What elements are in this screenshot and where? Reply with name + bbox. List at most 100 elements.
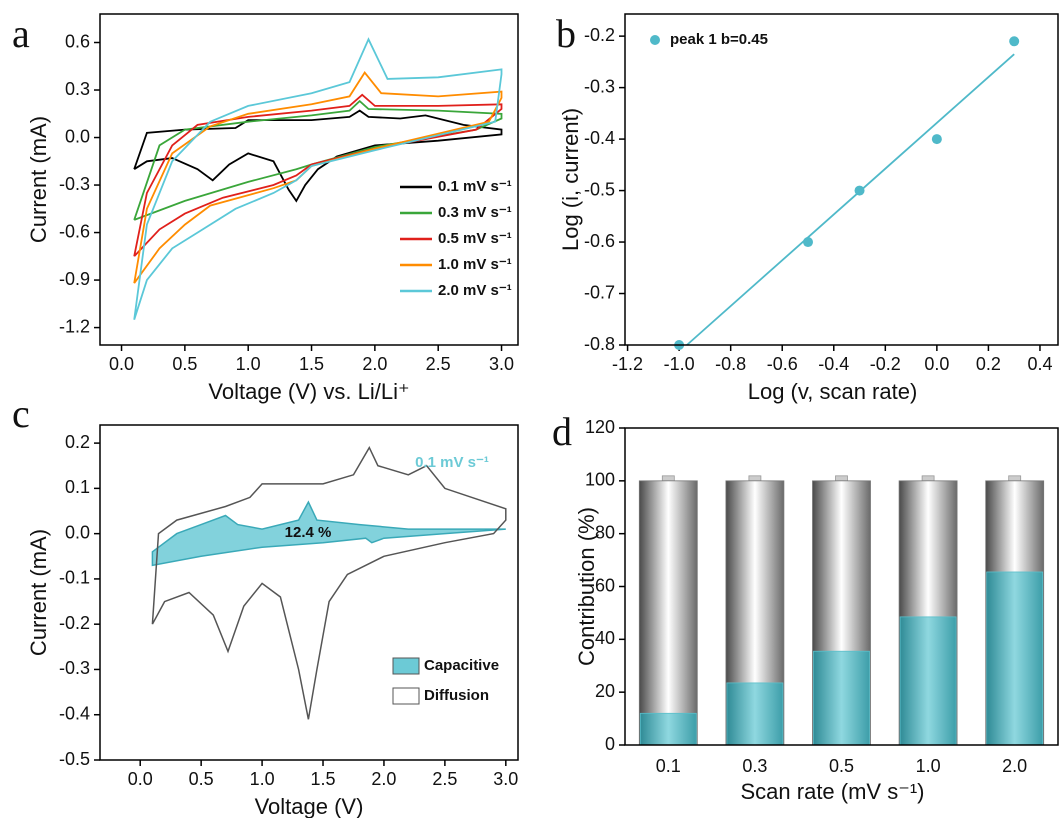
x-tick-label: 0.5 (189, 769, 214, 789)
x-tick-label: 1.5 (310, 769, 335, 789)
legend-swatch (650, 35, 660, 45)
annotation: 12.4 % (285, 524, 332, 541)
legend-label: Diffusion (424, 687, 489, 704)
y-tick-label: -0.1 (59, 568, 90, 588)
x-tick-label: 0.2 (976, 354, 1001, 374)
cv-curve (133, 109, 503, 203)
x-tick-label: 0.5 (172, 354, 197, 374)
y-tick-label: 80 (595, 522, 615, 542)
y-tick-label: -0.3 (59, 658, 90, 678)
y-tick-label: -0.6 (584, 231, 615, 251)
x-tick-label: 2.0 (371, 769, 396, 789)
x-tick-label: 1.5 (299, 354, 324, 374)
y-tick-label: 0.0 (65, 522, 90, 542)
x-tick-label: -0.4 (818, 354, 849, 374)
y-axis-title: Current (mA) (26, 116, 51, 243)
panel-label: b (556, 11, 576, 56)
x-tick-label: 0.5 (829, 756, 854, 776)
y-tick-label: 100 (585, 470, 615, 490)
y-axis-title: Log (i, current) (558, 108, 583, 251)
x-tick-label: 1.0 (916, 756, 941, 776)
y-tick-label: -0.3 (59, 174, 90, 194)
fit-line (686, 53, 1015, 346)
bar (726, 682, 784, 746)
x-tick-label: 0.1 (656, 756, 681, 776)
bar (813, 650, 870, 746)
x-tick-label: -1.0 (664, 354, 695, 374)
x-tick-label: 2.0 (1002, 756, 1027, 776)
battery-cap (835, 475, 848, 482)
y-tick-label: 0.1 (65, 477, 90, 497)
legend-swatch (392, 687, 420, 705)
data-point (854, 185, 865, 196)
x-tick-label: 0.3 (742, 756, 767, 776)
plot-frame (99, 424, 519, 761)
legend-label: 0.5 mV s⁻¹ (438, 230, 512, 247)
y-tick-label: -0.6 (59, 221, 90, 241)
plot-frame (624, 13, 1059, 346)
x-tick-label: 0.0 (128, 769, 153, 789)
x-tick-label: 1.0 (236, 354, 261, 374)
y-tick-label: -0.2 (584, 25, 615, 45)
x-tick-label: -1.2 (612, 354, 643, 374)
battery-cap (661, 475, 675, 482)
plot-frame (99, 13, 519, 346)
y-tick-label: -0.5 (584, 179, 615, 199)
y-tick-label: 0.2 (65, 432, 90, 452)
y-tick-label: -0.4 (584, 128, 615, 148)
cv-curve (133, 71, 503, 284)
y-tick-label: 60 (595, 575, 615, 595)
y-tick-label: 20 (595, 681, 615, 701)
legend-label: 0.3 mV s⁻¹ (438, 204, 512, 221)
panel-label: d (552, 409, 572, 454)
x-tick-label: 0.4 (1027, 354, 1052, 374)
data-point (802, 237, 813, 248)
y-tick-label: -0.2 (59, 613, 90, 633)
panel-label: c (12, 391, 30, 436)
y-tick-label: -0.3 (584, 76, 615, 96)
legend-label: Capacitive (424, 657, 499, 674)
x-tick-label: 3.0 (493, 769, 518, 789)
legend-label: 0.1 mV s⁻¹ (438, 178, 512, 195)
x-axis-title: Voltage (V) (255, 794, 364, 818)
y-tick-label: 40 (595, 628, 615, 648)
x-tick-label: 2.0 (362, 354, 387, 374)
x-tick-label: -0.8 (715, 354, 746, 374)
y-tick-label: 0.6 (65, 31, 90, 51)
x-tick-label: 1.0 (250, 769, 275, 789)
panel-label: a (12, 11, 30, 56)
x-tick-label: 0.0 (924, 354, 949, 374)
x-tick-label: 3.0 (489, 354, 514, 374)
legend-swatch (392, 657, 420, 675)
y-axis-title: Contribution (%) (574, 507, 599, 666)
battery-cap (748, 475, 762, 482)
x-tick-label: -0.6 (767, 354, 798, 374)
battery-cap (921, 475, 935, 482)
y-tick-label: -0.9 (59, 269, 90, 289)
battery-cap (1008, 475, 1022, 482)
x-axis-title: Scan rate (mV s⁻¹) (741, 779, 925, 804)
x-tick-label: 2.5 (432, 769, 457, 789)
plot-frame (624, 427, 1059, 746)
y-tick-label: 0.0 (65, 126, 90, 146)
x-tick-label: -0.2 (870, 354, 901, 374)
x-axis-title: Voltage (V) vs. Li/Li⁺ (208, 379, 409, 404)
legend-label: 2.0 mV s⁻¹ (438, 282, 512, 299)
battery-body (638, 480, 698, 746)
y-tick-label: 0.3 (65, 79, 90, 99)
data-point (931, 134, 942, 145)
y-tick-label: -0.5 (59, 749, 90, 769)
y-tick-label: -0.7 (584, 282, 615, 302)
data-point (1009, 36, 1020, 47)
x-axis-title: Log (v, scan rate) (748, 379, 918, 404)
bar (899, 616, 957, 746)
cv-curve (133, 37, 503, 320)
legend-label: peak 1 b=0.45 (670, 31, 768, 48)
total-curve (151, 445, 507, 720)
cv-curve (133, 93, 503, 257)
legend-label: 1.0 mV s⁻¹ (438, 256, 512, 273)
bar (639, 712, 697, 746)
y-tick-label: 120 (585, 417, 615, 437)
y-tick-label: -0.4 (59, 703, 90, 723)
